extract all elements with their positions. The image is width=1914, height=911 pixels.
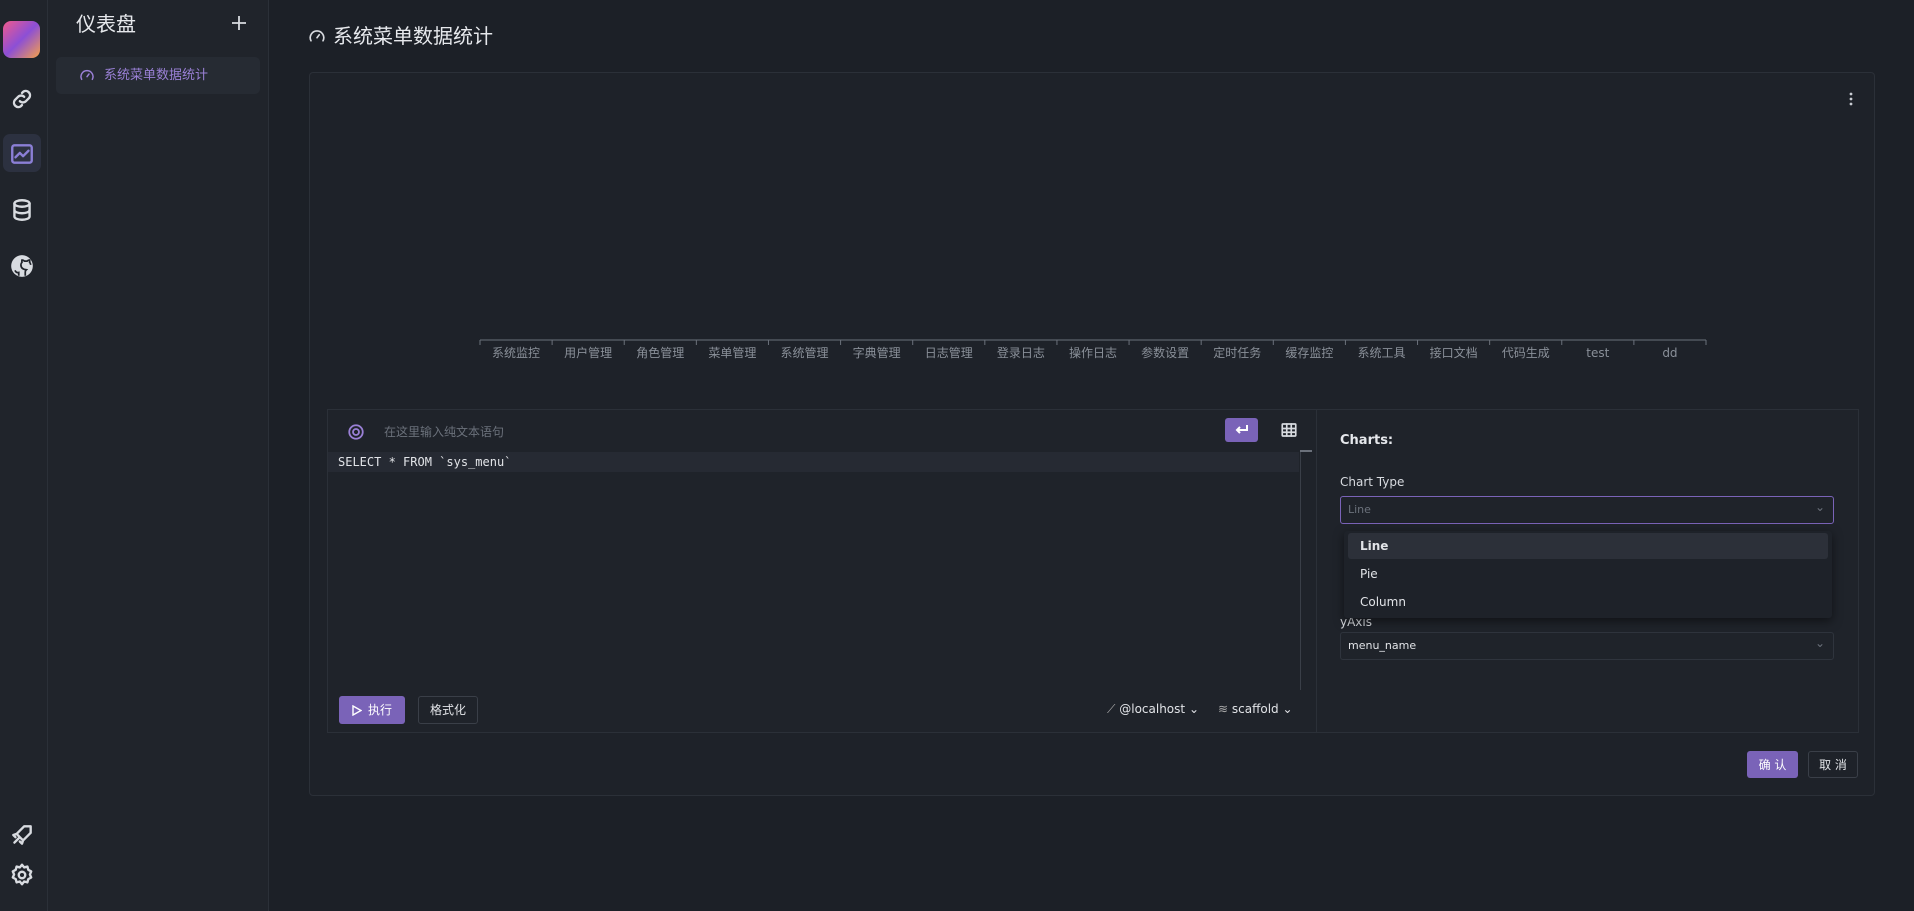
confirm-label: 确 认: [1758, 758, 1787, 772]
x-tick-label: 参数设置: [1141, 345, 1189, 360]
y-axis-label: yAxis: [1340, 615, 1372, 629]
settings-heading: Charts:: [1340, 433, 1394, 448]
x-tick-label: 接口文档: [1430, 345, 1478, 360]
run-button[interactable]: [339, 769, 405, 797]
ai-icon: [348, 424, 364, 440]
card: 系统监控 用户管理 角色管理 菜单管理 系统管理 字典管理 日志管理 登录日志 操作日志 参数设置…: [309, 72, 1875, 796]
run-label: 执行: [368, 703, 393, 717]
logo[interactable]: [3, 21, 40, 58]
x-tick-label: 菜单管理: [708, 345, 756, 360]
sidebar-item[interactable]: 系统菜单数据统计: [56, 57, 260, 94]
table-icon[interactable]: [1280, 421, 1298, 439]
format-button[interactable]: 格式化: [418, 696, 478, 724]
gauge-icon: [80, 69, 94, 81]
chart-type-dropdown: Line Pie Column: [1344, 531, 1832, 618]
x-tick-label: 操作日志: [1069, 345, 1117, 360]
page-title: 系统菜单数据统计: [333, 24, 493, 48]
dropdown-option[interactable]: Line: [1348, 533, 1828, 559]
submit-button[interactable]: [1225, 418, 1258, 442]
chart: 系统监控 用户管理 角色管理 菜单管理 系统管理 字典管理 日志管理 登录日志 操作日志 参数设置…: [479, 339, 1707, 360]
x-tick-label: 定时任务: [1213, 345, 1261, 360]
x-tick-label: 登录日志: [997, 345, 1045, 360]
x-tick-label: dd: [1662, 346, 1677, 360]
chevron: ⌄: [1188, 702, 1199, 716]
y-axis-select[interactable]: menu_name ⌄: [1340, 632, 1834, 660]
cancel-button[interactable]: 取 消: [1808, 751, 1858, 778]
database-icon[interactable]: [9, 197, 35, 223]
scroll-thumb: [1300, 450, 1312, 452]
x-tick-label: 系统监控: [492, 346, 540, 360]
x-tick-label: 角色管理: [636, 345, 684, 360]
sidebar-title: 仪表盘: [76, 12, 136, 36]
chart-type-select[interactable]: Line ⌄: [1340, 496, 1834, 524]
chevron: ⌄: [1282, 702, 1293, 716]
sql-editor[interactable]: SELECT * FROM `sys_menu`: [338, 455, 512, 469]
x-tick-label: 系统管理: [781, 345, 829, 360]
active-line: [328, 452, 1299, 472]
x-tick-label: 用户管理: [564, 345, 612, 360]
panel-divider: [1316, 410, 1317, 732]
chevron: ⌄: [1814, 500, 1825, 514]
sidebar: 仪表盘 系统菜单数据统计: [48, 0, 269, 911]
run-button[interactable]: 执行: [339, 696, 405, 724]
dropdown-option[interactable]: Column: [1360, 595, 1406, 609]
host-icon: ⟋: [1107, 702, 1116, 716]
database-label: scaffold: [1231, 702, 1279, 716]
database-select[interactable]: ≋ scaffold ⌄: [1218, 701, 1293, 717]
link-icon[interactable]: [9, 86, 35, 112]
prompt-placeholder[interactable]: 在这里输入纯文本语句: [384, 425, 505, 439]
db-icon: ≋: [1218, 702, 1229, 716]
host-select[interactable]: ⟋ @localhost ⌄: [1107, 701, 1199, 717]
chart-icon[interactable]: [9, 141, 35, 167]
title-icon: [309, 30, 325, 42]
chart-type-label: Chart Type: [1340, 475, 1405, 489]
cancel-label: 取 消: [1819, 758, 1847, 772]
more-menu[interactable]: [1847, 91, 1855, 107]
x-tick-label: test: [1586, 346, 1609, 360]
active-nav-bg: [3, 134, 41, 172]
scrollbar: [1300, 450, 1301, 690]
play-icon: [352, 705, 362, 716]
chart-type-value: Line: [1348, 503, 1371, 516]
icon-rail: [0, 0, 48, 911]
x-tick-label: 缓存监控: [1285, 346, 1333, 360]
x-tick-label: 代码生成: [1502, 346, 1550, 360]
x-tick-label: 日志管理: [925, 345, 973, 360]
settings-icon[interactable]: [9, 862, 35, 888]
github-icon[interactable]: [9, 253, 35, 279]
host-label: @localhost: [1119, 702, 1186, 716]
x-tick-label: 字典管理: [853, 345, 901, 360]
y-axis-value: menu_name: [1348, 639, 1417, 652]
enter-icon: [1235, 425, 1248, 434]
rocket-icon[interactable]: [9, 822, 35, 848]
dropdown-option[interactable]: Pie: [1360, 567, 1378, 581]
x-tick-label: 系统工具: [1357, 346, 1405, 360]
sidebar-item-label: 系统菜单数据统计: [104, 68, 209, 83]
add-button[interactable]: [231, 15, 247, 31]
editor-panel: 在这里输入纯文本语句 SELECT * FROM `sys_menu` 执行 格…: [327, 409, 1859, 733]
chevron: ⌄: [1814, 636, 1825, 650]
confirm-button[interactable]: 确 认: [1747, 751, 1798, 778]
format-label: 格式化: [430, 703, 467, 717]
